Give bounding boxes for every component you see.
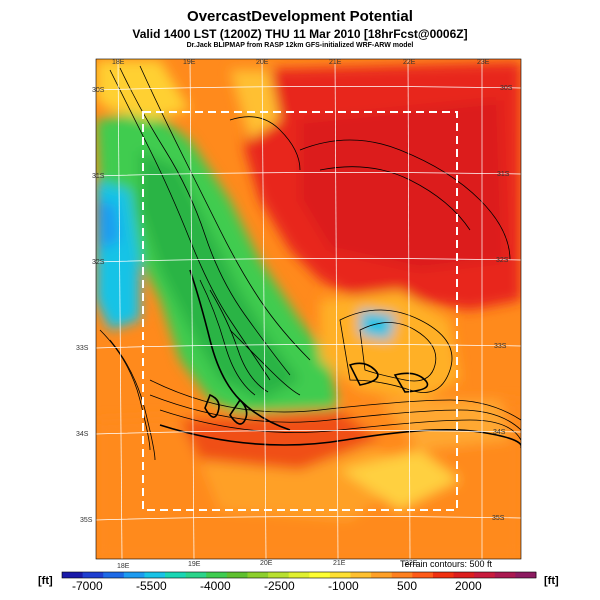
map-frame <box>95 58 522 560</box>
lon-label-top: 20E <box>256 59 269 66</box>
lat-label-left: 35S <box>80 517 93 524</box>
lon-label-top: 22E <box>403 59 416 66</box>
colorbar-swatch <box>144 572 166 578</box>
colorbar-swatch <box>309 572 331 578</box>
credit-line: Dr.Jack BLIPMAP from RASP 12km GFS-initi… <box>186 42 414 49</box>
colorbar-swatch <box>226 572 248 578</box>
colorbar-swatch <box>350 572 372 578</box>
colorbar-border <box>61 571 537 579</box>
lat-label-right: 35S <box>492 515 505 522</box>
colorbar-swatch <box>515 572 537 578</box>
lat-label-right: 33S <box>494 343 507 350</box>
colorbar-swatch <box>412 572 434 578</box>
lat-label-right: 31S <box>497 171 510 178</box>
lon-label-bottom: 18E <box>117 563 130 570</box>
colorbar-tick-label: 500 <box>397 579 417 593</box>
colorbar <box>61 571 537 579</box>
colorbar-swatch <box>432 572 454 578</box>
colorbar-tick-label: -2500 <box>264 579 295 593</box>
colorbar-swatch <box>474 572 496 578</box>
colorbar-tick-label: -4000 <box>200 579 231 593</box>
terrain-contour-note: Terrain contours: 500 ft <box>400 559 493 569</box>
colorbar-swatch <box>82 572 104 578</box>
lat-label-right: 34S <box>493 429 506 436</box>
lat-label-right: 32S <box>496 257 509 264</box>
colorbar-swatch <box>391 572 413 578</box>
colorbar-swatch <box>123 572 145 578</box>
colorbar-swatch <box>453 572 475 578</box>
lat-label-right: 30S <box>500 85 513 92</box>
overcast-field <box>96 59 521 559</box>
lon-label-bottom: 21E <box>333 560 346 567</box>
colorbar-unit-right: [ft] <box>544 575 559 587</box>
colorbar-swatch <box>288 572 310 578</box>
lon-label-bottom: 22E <box>405 560 418 567</box>
colorbar-swatch <box>268 572 290 578</box>
lon-label-top: 23E <box>477 59 490 66</box>
colorbar-swatch <box>62 572 84 578</box>
colorbar-swatch <box>185 572 207 578</box>
lat-label-left: 34S <box>76 431 89 438</box>
lon-label-top: 21E <box>329 59 342 66</box>
colorbar-tick-label: 2000 <box>455 579 482 593</box>
lat-label-left: 30S <box>92 87 105 94</box>
lon-label-top: 19E <box>183 59 196 66</box>
colorbar-unit-left: [ft] <box>38 575 53 587</box>
colorbar-swatch <box>371 572 393 578</box>
colorbar-swatch <box>165 572 187 578</box>
terrain-contours <box>99 65 521 461</box>
inner-domain-box <box>142 111 458 511</box>
colorbar-swatch <box>247 572 269 578</box>
chart-title: OvercastDevelopment Potential <box>187 8 413 25</box>
lat-label-left: 33S <box>76 345 89 352</box>
colorbar-swatch <box>494 572 516 578</box>
lat-label-left: 32S <box>92 259 105 266</box>
colorbar-swatch <box>329 572 351 578</box>
lon-label-bottom: 19E <box>188 561 201 568</box>
graticule <box>96 59 521 559</box>
valid-time-line: Valid 1400 LST (1200Z) THU 11 Mar 2010 [… <box>132 27 468 41</box>
colorbar-tick-label: -7000 <box>72 579 103 593</box>
colorbar-tick-label: -1000 <box>328 579 359 593</box>
lon-label-top: 18E <box>112 59 125 66</box>
colorbar-tick-label: -5500 <box>136 579 167 593</box>
colorbar-swatch <box>206 572 228 578</box>
lat-label-left: 31S <box>92 173 105 180</box>
colorbar-swatch <box>103 572 125 578</box>
lon-label-bottom: 20E <box>260 560 273 567</box>
